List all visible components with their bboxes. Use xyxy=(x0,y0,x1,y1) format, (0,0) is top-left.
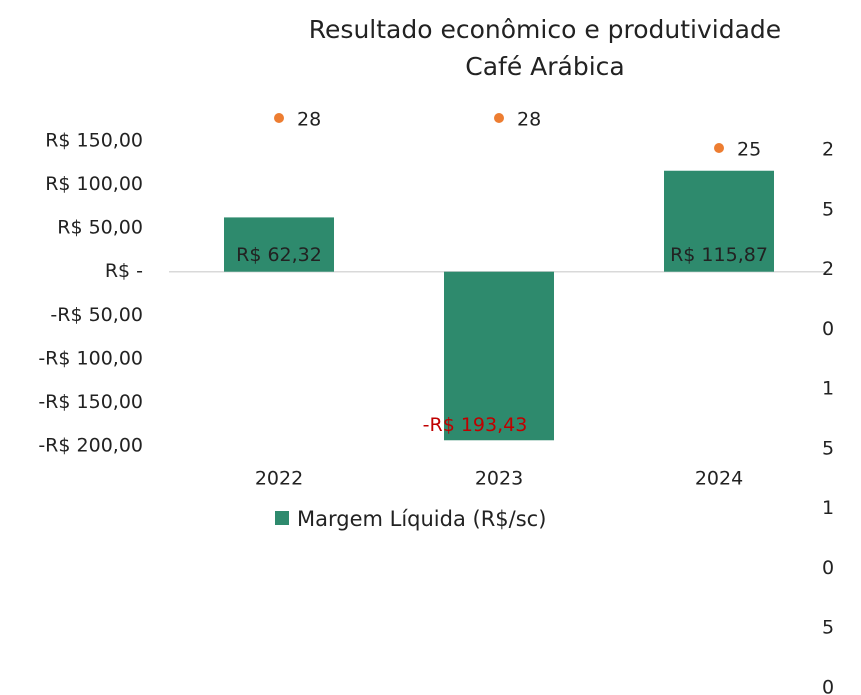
data-label: -R$ 193,43 xyxy=(423,414,528,436)
y2-tick-label: 5 xyxy=(822,198,834,220)
y2-tick-label: 0 xyxy=(822,677,834,695)
y-tick-label: R$ 150,00 xyxy=(45,130,143,152)
point xyxy=(494,113,504,123)
y2-tick-label: 5 xyxy=(822,437,834,459)
y-tick-label: -R$ 150,00 xyxy=(38,391,143,413)
chart-title: Café Arábica xyxy=(465,52,625,81)
y2-tick-label: 2 xyxy=(822,258,834,280)
y-tick-label: R$ 100,00 xyxy=(45,173,143,195)
y2-tick-label: 5 xyxy=(822,617,834,639)
y2-tick-label: 0 xyxy=(822,557,834,579)
bar xyxy=(664,170,774,272)
y2-tick-label: 2 xyxy=(822,139,834,161)
bar xyxy=(444,271,554,441)
y2-tick-label: 0 xyxy=(822,318,834,340)
chart-title: Resultado econômico e produtividade xyxy=(309,15,781,44)
data-label: R$ 62,32 xyxy=(236,244,322,266)
point xyxy=(274,113,284,123)
y-tick-label: R$ 50,00 xyxy=(57,217,143,239)
y2-tick-label: 1 xyxy=(822,497,834,519)
data-label: 28 xyxy=(297,109,321,131)
y-tick-label: -R$ 200,00 xyxy=(38,435,143,457)
bar xyxy=(224,217,334,272)
y-tick-label: R$ - xyxy=(105,260,143,282)
x-tick-label: 2022 xyxy=(255,468,303,490)
x-tick-label: 2023 xyxy=(475,468,523,490)
x-tick-label: 2024 xyxy=(695,468,743,490)
data-label: 28 xyxy=(517,109,541,131)
y-tick-label: -R$ 100,00 xyxy=(38,347,143,369)
y2-tick-label: 1 xyxy=(822,378,834,400)
point xyxy=(714,143,724,153)
legend-label: Margem Líquida (R$/sc) xyxy=(297,507,546,531)
y-tick-label: -R$ 50,00 xyxy=(50,304,143,326)
data-label: R$ 115,87 xyxy=(670,244,768,266)
data-label: 25 xyxy=(737,139,761,161)
legend-swatch xyxy=(275,511,289,525)
